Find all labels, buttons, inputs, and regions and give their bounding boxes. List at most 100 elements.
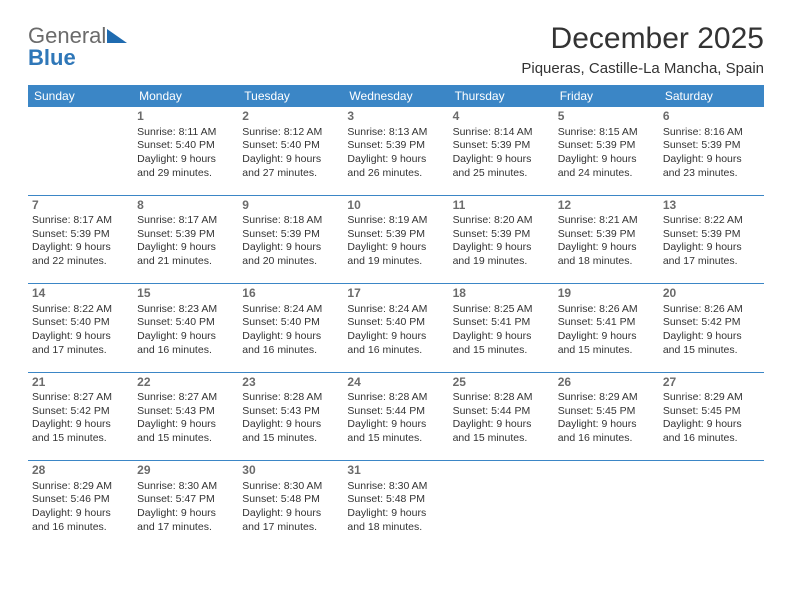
- day-number: 24: [347, 375, 444, 391]
- sunrise-text: Sunrise: 8:13 AM: [347, 126, 444, 140]
- day-cell: 4Sunrise: 8:14 AMSunset: 5:39 PMDaylight…: [449, 107, 554, 195]
- sunset-text: Sunset: 5:45 PM: [558, 405, 655, 419]
- sunset-text: Sunset: 5:39 PM: [453, 139, 550, 153]
- sunrise-text: Sunrise: 8:12 AM: [242, 126, 339, 140]
- sunset-text: Sunset: 5:39 PM: [558, 228, 655, 242]
- day-cell: 9Sunrise: 8:18 AMSunset: 5:39 PMDaylight…: [238, 196, 343, 284]
- daylight-text: Daylight: 9 hours and 17 minutes.: [242, 507, 339, 534]
- sunrise-text: Sunrise: 8:28 AM: [453, 391, 550, 405]
- sunrise-text: Sunrise: 8:22 AM: [32, 303, 129, 317]
- sunrise-text: Sunrise: 8:28 AM: [242, 391, 339, 405]
- week-row: 21Sunrise: 8:27 AMSunset: 5:42 PMDayligh…: [28, 373, 764, 461]
- sunrise-text: Sunrise: 8:26 AM: [558, 303, 655, 317]
- sunset-text: Sunset: 5:47 PM: [137, 493, 234, 507]
- day-number: 5: [558, 109, 655, 125]
- daylight-text: Daylight: 9 hours and 15 minutes.: [663, 330, 760, 357]
- day-cell: 3Sunrise: 8:13 AMSunset: 5:39 PMDaylight…: [343, 107, 448, 195]
- day-header: Monday: [133, 85, 238, 107]
- day-cell: 13Sunrise: 8:22 AMSunset: 5:39 PMDayligh…: [659, 196, 764, 284]
- sunset-text: Sunset: 5:40 PM: [137, 139, 234, 153]
- sunset-text: Sunset: 5:45 PM: [663, 405, 760, 419]
- sunset-text: Sunset: 5:40 PM: [242, 316, 339, 330]
- daylight-text: Daylight: 9 hours and 15 minutes.: [242, 418, 339, 445]
- day-number: 2: [242, 109, 339, 125]
- daylight-text: Daylight: 9 hours and 18 minutes.: [347, 507, 444, 534]
- day-cell: [554, 461, 659, 549]
- day-header: Wednesday: [343, 85, 448, 107]
- sunrise-text: Sunrise: 8:19 AM: [347, 214, 444, 228]
- daylight-text: Daylight: 9 hours and 21 minutes.: [137, 241, 234, 268]
- week-row: 1Sunrise: 8:11 AMSunset: 5:40 PMDaylight…: [28, 107, 764, 195]
- daylight-text: Daylight: 9 hours and 16 minutes.: [347, 330, 444, 357]
- sunrise-text: Sunrise: 8:22 AM: [663, 214, 760, 228]
- day-header: Thursday: [449, 85, 554, 107]
- day-cell: 31Sunrise: 8:30 AMSunset: 5:48 PMDayligh…: [343, 461, 448, 549]
- week-row: 28Sunrise: 8:29 AMSunset: 5:46 PMDayligh…: [28, 461, 764, 549]
- sunset-text: Sunset: 5:39 PM: [558, 139, 655, 153]
- sunset-text: Sunset: 5:44 PM: [453, 405, 550, 419]
- calendar-page: General Blue December 2025 Piqueras, Cas…: [0, 0, 792, 559]
- day-number: 1: [137, 109, 234, 125]
- daylight-text: Daylight: 9 hours and 23 minutes.: [663, 153, 760, 180]
- sunrise-text: Sunrise: 8:30 AM: [347, 480, 444, 494]
- day-cell: 21Sunrise: 8:27 AMSunset: 5:42 PMDayligh…: [28, 373, 133, 461]
- day-header: Friday: [554, 85, 659, 107]
- sunset-text: Sunset: 5:40 PM: [242, 139, 339, 153]
- week-row: 7Sunrise: 8:17 AMSunset: 5:39 PMDaylight…: [28, 196, 764, 284]
- sunrise-text: Sunrise: 8:20 AM: [453, 214, 550, 228]
- sunrise-text: Sunrise: 8:29 AM: [663, 391, 760, 405]
- day-number: 20: [663, 286, 760, 302]
- day-number: 15: [137, 286, 234, 302]
- day-header: Sunday: [28, 85, 133, 107]
- daylight-text: Daylight: 9 hours and 27 minutes.: [242, 153, 339, 180]
- daylight-text: Daylight: 9 hours and 16 minutes.: [137, 330, 234, 357]
- sunrise-text: Sunrise: 8:15 AM: [558, 126, 655, 140]
- day-number: 16: [242, 286, 339, 302]
- sunset-text: Sunset: 5:43 PM: [242, 405, 339, 419]
- day-cell: 1Sunrise: 8:11 AMSunset: 5:40 PMDaylight…: [133, 107, 238, 195]
- sunset-text: Sunset: 5:39 PM: [242, 228, 339, 242]
- daylight-text: Daylight: 9 hours and 15 minutes.: [137, 418, 234, 445]
- calendar-body: 1Sunrise: 8:11 AMSunset: 5:40 PMDaylight…: [28, 107, 764, 549]
- sunrise-text: Sunrise: 8:21 AM: [558, 214, 655, 228]
- daylight-text: Daylight: 9 hours and 16 minutes.: [32, 507, 129, 534]
- sunset-text: Sunset: 5:44 PM: [347, 405, 444, 419]
- sunset-text: Sunset: 5:39 PM: [347, 228, 444, 242]
- daylight-text: Daylight: 9 hours and 15 minutes.: [453, 330, 550, 357]
- day-cell: 2Sunrise: 8:12 AMSunset: 5:40 PMDaylight…: [238, 107, 343, 195]
- sunrise-text: Sunrise: 8:29 AM: [558, 391, 655, 405]
- daylight-text: Daylight: 9 hours and 16 minutes.: [558, 418, 655, 445]
- day-number: 23: [242, 375, 339, 391]
- day-cell: 15Sunrise: 8:23 AMSunset: 5:40 PMDayligh…: [133, 284, 238, 372]
- day-number: 22: [137, 375, 234, 391]
- day-number: 25: [453, 375, 550, 391]
- day-number: 3: [347, 109, 444, 125]
- sunset-text: Sunset: 5:39 PM: [347, 139, 444, 153]
- daylight-text: Daylight: 9 hours and 22 minutes.: [32, 241, 129, 268]
- daylight-text: Daylight: 9 hours and 29 minutes.: [137, 153, 234, 180]
- sunset-text: Sunset: 5:41 PM: [558, 316, 655, 330]
- day-cell: [28, 107, 133, 195]
- sunset-text: Sunset: 5:40 PM: [32, 316, 129, 330]
- daylight-text: Daylight: 9 hours and 20 minutes.: [242, 241, 339, 268]
- day-cell: [449, 461, 554, 549]
- day-number: 10: [347, 198, 444, 214]
- day-cell: 23Sunrise: 8:28 AMSunset: 5:43 PMDayligh…: [238, 373, 343, 461]
- daylight-text: Daylight: 9 hours and 15 minutes.: [347, 418, 444, 445]
- day-number: 14: [32, 286, 129, 302]
- logo-word-blue: Blue: [28, 45, 76, 70]
- sunrise-text: Sunrise: 8:28 AM: [347, 391, 444, 405]
- sunrise-text: Sunrise: 8:23 AM: [137, 303, 234, 317]
- sunrise-text: Sunrise: 8:27 AM: [137, 391, 234, 405]
- logo-triangle-icon: [107, 29, 127, 43]
- day-cell: 5Sunrise: 8:15 AMSunset: 5:39 PMDaylight…: [554, 107, 659, 195]
- sunset-text: Sunset: 5:40 PM: [347, 316, 444, 330]
- calendar-header-row: SundayMondayTuesdayWednesdayThursdayFrid…: [28, 85, 764, 107]
- day-cell: 10Sunrise: 8:19 AMSunset: 5:39 PMDayligh…: [343, 196, 448, 284]
- day-cell: 26Sunrise: 8:29 AMSunset: 5:45 PMDayligh…: [554, 373, 659, 461]
- sunrise-text: Sunrise: 8:18 AM: [242, 214, 339, 228]
- day-number: 31: [347, 463, 444, 479]
- calendar-table: SundayMondayTuesdayWednesdayThursdayFrid…: [28, 85, 764, 549]
- day-cell: 25Sunrise: 8:28 AMSunset: 5:44 PMDayligh…: [449, 373, 554, 461]
- day-number: 13: [663, 198, 760, 214]
